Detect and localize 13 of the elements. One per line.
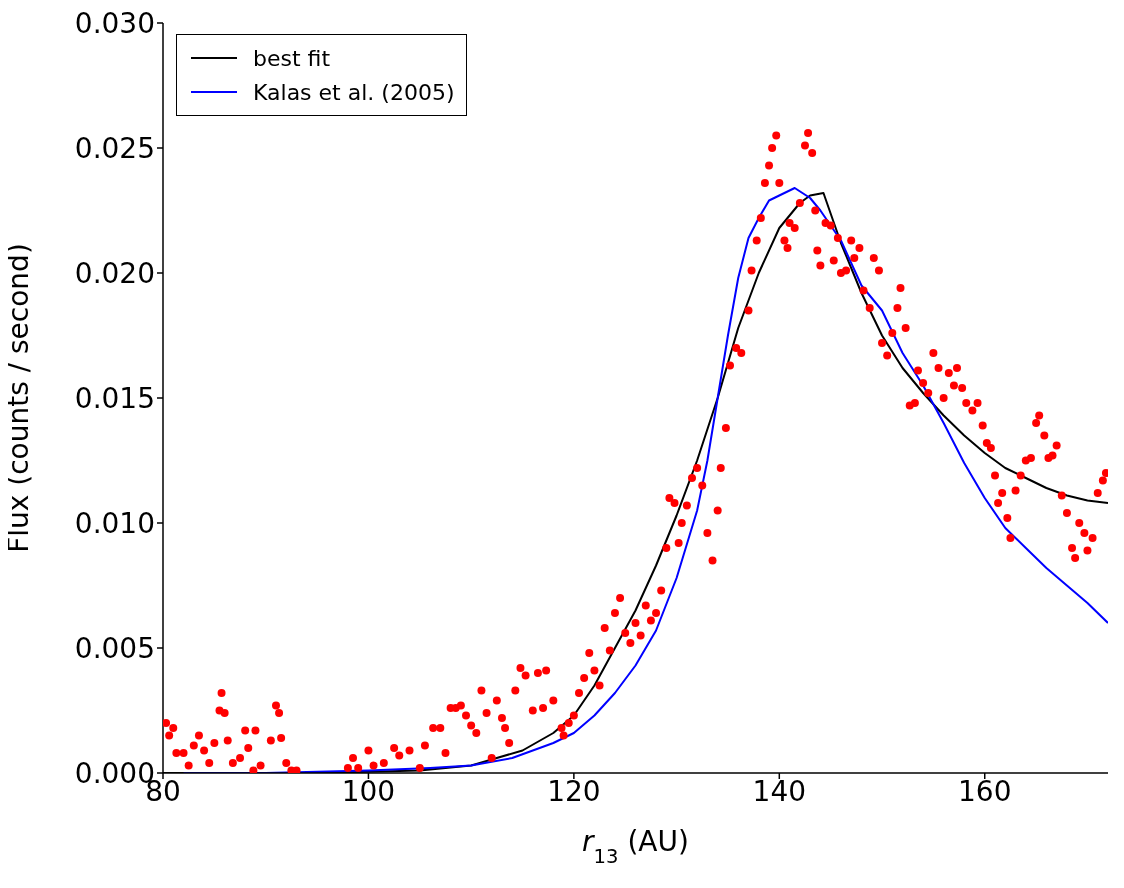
x-axis-title: r$_{13}$ (AU) (582, 825, 689, 868)
x-tick-label: 120 (547, 774, 601, 808)
y-tick-label: 0.010 (74, 506, 155, 540)
y-tick-label: 0.015 (74, 381, 155, 415)
y-tick-label: 0.025 (74, 131, 155, 165)
legend-label: best fit (253, 45, 331, 71)
legend-label: Kalas et al. (2005) (253, 79, 455, 105)
y-tick-label: 0.030 (74, 6, 155, 40)
x-tick-label: 100 (341, 774, 396, 808)
x-tick-label: 160 (958, 774, 1012, 808)
x-tick-label: 140 (752, 774, 807, 808)
y-tick-label: 0.005 (74, 631, 155, 665)
y-tick-label: 0.020 (74, 256, 155, 290)
